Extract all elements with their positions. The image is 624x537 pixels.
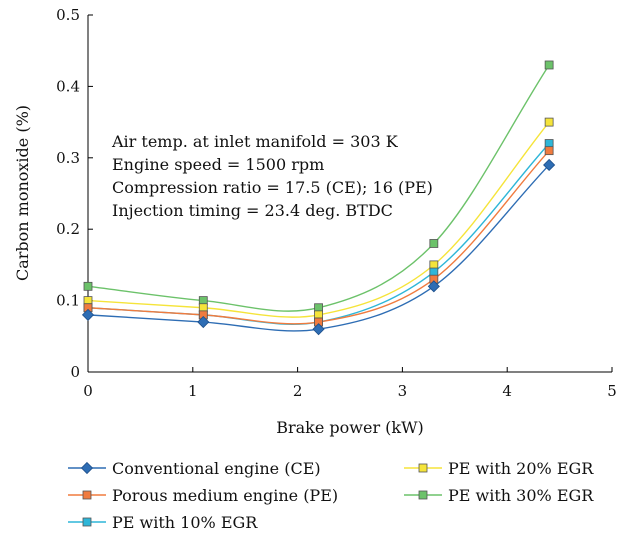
legend: Conventional engine (CE) Porous medium en… [68, 459, 594, 532]
y-tick-label: 0 [70, 363, 80, 381]
legend-marker [82, 490, 92, 500]
data-point [429, 239, 439, 248]
annotation-line: Engine speed = 1500 rpm [112, 155, 324, 174]
legend-label: Porous medium engine (PE) [112, 486, 338, 505]
data-point [83, 281, 93, 291]
data-point [543, 158, 556, 172]
x-tick-label: 3 [398, 382, 408, 400]
data-point [544, 60, 554, 70]
data-point [544, 146, 554, 156]
x-axis-title: Brake power (kW) [276, 418, 424, 437]
legend-marker [418, 490, 428, 500]
y-tick-label: 0.2 [56, 220, 80, 238]
y-axis-title: Carbon monoxide (%) [13, 105, 32, 281]
plot-area: 0 0.1 0.2 0.3 0.4 0.5 0 1 2 3 4 5 [56, 6, 617, 400]
series-line [87, 64, 550, 312]
annotation-block: Air temp. at inlet manifold = 303 K Engi… [111, 132, 433, 220]
x-tick-label: 4 [502, 382, 512, 400]
data-point [197, 315, 210, 329]
legend-marker [82, 517, 92, 527]
legend-label: PE with 10% EGR [112, 513, 258, 532]
data-point [427, 280, 440, 293]
series-line [87, 150, 550, 325]
data-point [81, 308, 95, 321]
annotation-line: Air temp. at inlet manifold = 303 K [111, 132, 399, 151]
series-line [87, 121, 550, 318]
annotation-line: Injection timing = 23.4 deg. BTDC [112, 201, 393, 220]
legend-marker [80, 461, 94, 475]
data-point [544, 117, 554, 127]
legend-label: PE with 30% EGR [448, 486, 594, 505]
annotation-line: Compression ratio = 17.5 (CE); 16 (PE) [112, 178, 433, 197]
legend-label: Conventional engine (CE) [112, 459, 321, 478]
legend-label: PE with 20% EGR [448, 459, 594, 478]
x-tick-label: 1 [188, 382, 198, 400]
legend-marker [418, 463, 428, 473]
x-tick-label: 5 [607, 382, 617, 400]
y-tick-label: 0.4 [56, 77, 80, 95]
y-tick-label: 0.1 [56, 292, 80, 310]
x-tick-label: 0 [83, 382, 93, 400]
y-tick-label: 0.3 [56, 149, 80, 167]
x-tick-label: 2 [293, 382, 303, 400]
y-tick-label: 0.5 [56, 6, 80, 24]
data-point [312, 323, 325, 336]
